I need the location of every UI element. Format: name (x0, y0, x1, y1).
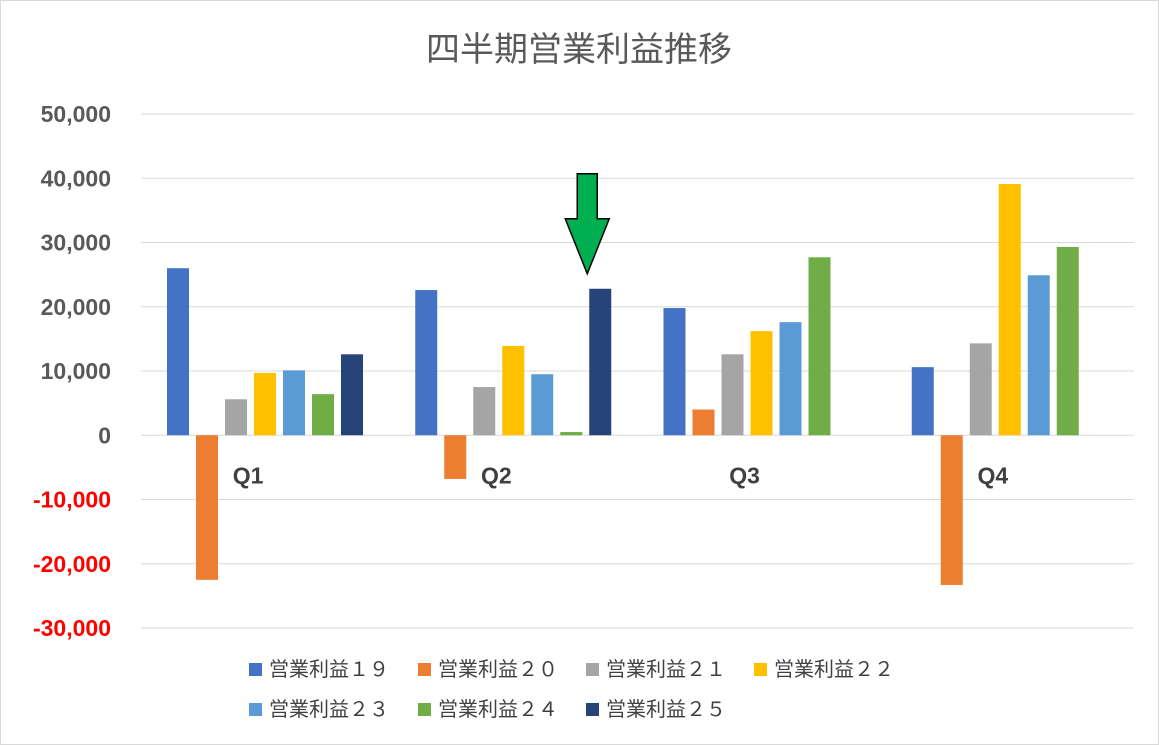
y-axis-tick-labels: -30,000 -20,000 -10,000 0 10,000 20,000 30,000… (33, 101, 111, 641)
legend-swatch (418, 703, 431, 716)
bar (998, 184, 1021, 436)
legend-label: 営業利益１９ (269, 657, 389, 681)
category-label: Q2 (481, 462, 512, 488)
bar (750, 331, 773, 436)
bar (341, 354, 363, 436)
bar (225, 399, 247, 436)
legend-swatch (754, 663, 767, 676)
bar (531, 374, 554, 436)
bar (721, 354, 744, 436)
bar (663, 308, 686, 436)
chart-title: 四半期営業利益推移 (426, 30, 732, 70)
category-label: Q1 (233, 462, 264, 488)
bar (415, 290, 438, 436)
y-tick-label: 30,000 (41, 230, 111, 256)
y-tick-label: -30,000 (33, 615, 111, 641)
bar (808, 257, 831, 436)
legend-label: 営業利益２２ (774, 657, 894, 681)
bar (502, 345, 525, 436)
legend-swatch (249, 663, 262, 676)
y-tick-label: 0 (98, 422, 111, 448)
legend-swatch (586, 663, 599, 676)
y-tick-label: 50,000 (41, 101, 111, 127)
annotation (564, 173, 611, 276)
category-labels: Q1 Q2 Q3 Q4 (233, 462, 1009, 488)
gridlines (141, 113, 1134, 629)
legend-label: 営業利益２３ (269, 697, 389, 721)
bar (473, 387, 496, 436)
y-tick-label: -20,000 (33, 551, 111, 577)
bar (692, 409, 715, 436)
legend-swatch (249, 703, 262, 716)
green-arrow-icon (564, 173, 611, 276)
legend-label: 営業利益２０ (438, 657, 558, 681)
bar (969, 343, 992, 436)
bar (312, 394, 334, 436)
category-label: Q3 (729, 462, 760, 488)
legend-label: 営業利益２１ (606, 657, 726, 681)
y-tick-label: 40,000 (41, 165, 111, 191)
legend: 営業利益１９ 営業利益２０ 営業利益２１ 営業利益２２ 営業利益２３ 営業利益２４ 営業利益… (249, 657, 894, 721)
legend-label: 営業利益２５ (606, 697, 726, 721)
y-tick-label: 20,000 (41, 294, 111, 320)
y-tick-label: -10,000 (33, 487, 111, 513)
bar (196, 435, 218, 580)
bar (911, 367, 934, 436)
legend-label: 営業利益２４ (438, 697, 558, 721)
bar (1027, 275, 1050, 436)
bar (167, 268, 189, 436)
bar (254, 372, 276, 436)
bar (589, 288, 612, 436)
bar (1056, 246, 1079, 436)
bar (940, 435, 963, 585)
category-label: Q4 (978, 462, 1009, 488)
bar (444, 435, 467, 479)
legend-swatch (586, 703, 599, 716)
legend-swatch (418, 663, 431, 676)
y-tick-label: 10,000 (41, 358, 111, 384)
bar (560, 432, 583, 436)
bar (779, 322, 802, 436)
bars (167, 184, 1079, 585)
bar (283, 370, 305, 436)
